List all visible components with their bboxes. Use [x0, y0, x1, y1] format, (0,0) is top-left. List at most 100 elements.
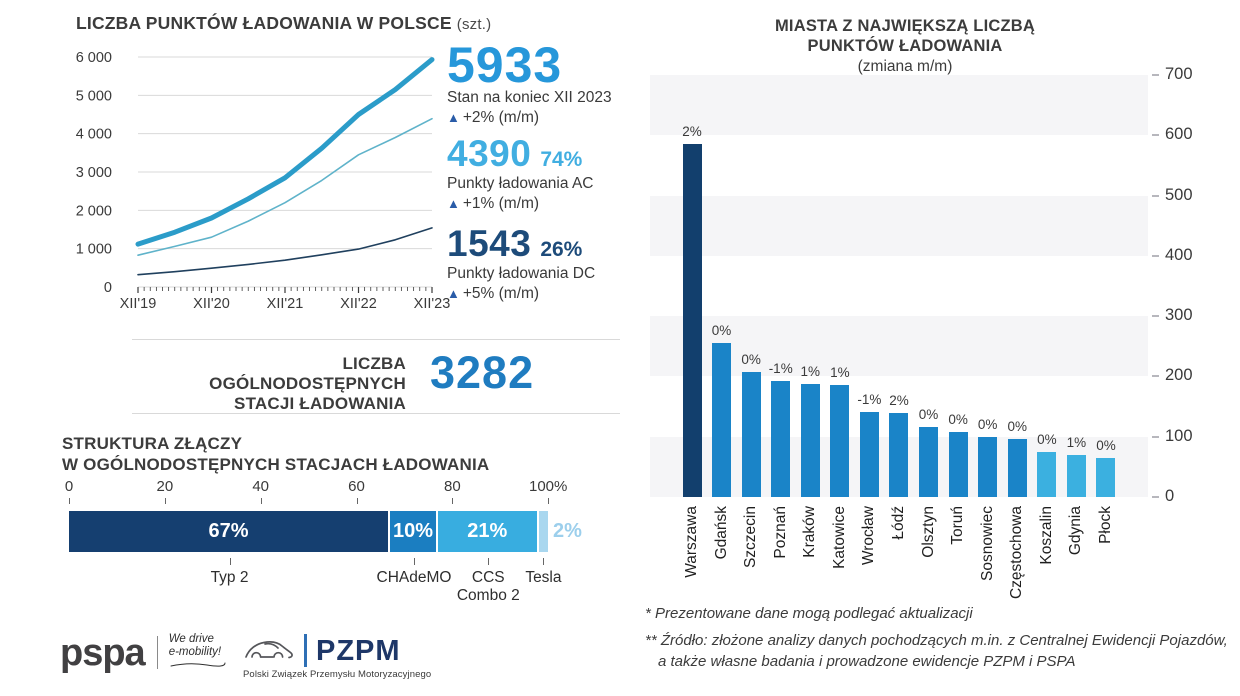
line-series: [137, 227, 433, 276]
pzpm-wordmark: PZPM: [316, 634, 401, 667]
cities-bar-chart: 0 100 200 300 400 500 600 700 2% Warszawa 0% Gdańsk…: [650, 65, 1193, 599]
line-chart-title: LICZBA PUNKTÓW ŁADOWANIA W POLSCE (szt.): [76, 13, 491, 34]
bar-toruń: [948, 431, 968, 497]
bar-change-label: 0%: [1037, 432, 1057, 448]
y-axis-tick: [1152, 315, 1159, 318]
pspa-tagline-line1: We drive: [168, 633, 214, 645]
total-points-value: 5933: [447, 37, 563, 93]
y-axis-tick-label: 2 000: [76, 203, 112, 219]
stack-axis-tick: [452, 498, 454, 504]
dc-points-share: 26%: [540, 238, 583, 261]
bar-change-label: 0%: [948, 411, 968, 427]
y-axis-tick: [1152, 74, 1159, 76]
footnote-2-line1: ** Źródło: złożone analizy danych pochod…: [645, 632, 1228, 649]
y-axis-tick-label: 0: [104, 280, 112, 296]
bar-change-label: 1%: [1066, 434, 1087, 450]
connector-segment-ccs-combo-2: 21%: [437, 511, 537, 552]
stations-value: 3282: [430, 347, 535, 398]
divider-bottom: [132, 413, 620, 414]
y-axis-tick-label: 0: [1165, 487, 1175, 505]
line-chart-title-unit: (szt.): [456, 16, 492, 33]
city-label-poznań: Poznań: [771, 506, 789, 559]
y-axis-tick-label: 500: [1165, 185, 1193, 204]
y-axis-tick: [1152, 134, 1159, 137]
bar-change-label: -1%: [768, 360, 793, 376]
bar-częstochowa: [1007, 438, 1027, 497]
footnotes: * Prezentowane dane mogą podlegać aktual…: [645, 603, 1235, 672]
y-axis-tick: [1152, 496, 1159, 498]
line-series: [135, 57, 435, 247]
segment-label: Tesla: [525, 569, 562, 586]
bar-warszawa: [682, 144, 702, 497]
total-points-caption: Stan na koniec XII 2023: [447, 89, 612, 106]
bar-change-label: 0%: [1096, 437, 1116, 453]
stripe-band: [650, 195, 1148, 256]
bar-change-label: 2%: [889, 393, 909, 409]
y-axis-tick-label: 700: [1165, 65, 1193, 83]
dc-points-change: ▲ +5% (m/m): [447, 285, 642, 303]
pzpm-logo-divider: [304, 634, 307, 667]
stripe-band: [650, 316, 1148, 377]
stations-label: LICZBA OGÓLNODOSTĘPNYCH STACJI ŁADOWANIA: [174, 354, 406, 414]
city-label-płock: Płock: [1096, 506, 1114, 544]
bar-szczecin: [741, 372, 761, 497]
connector-segment-typ-2: 67%: [69, 511, 389, 552]
city-label-koszalin: Koszalin: [1037, 506, 1055, 565]
bar-change-label: 0%: [1007, 418, 1028, 434]
bar-poznań: [771, 380, 791, 497]
line-chart-title-text: LICZBA PUNKTÓW ŁADOWANIA W POLSCE: [76, 13, 452, 33]
stack-axis-label: 0: [64, 478, 74, 495]
city-chart-subtitle: (zmiana m/m): [857, 58, 953, 75]
segment-tick: [543, 558, 545, 565]
y-axis-tick-label: 200: [1165, 366, 1193, 385]
stack-axis-tick: [548, 498, 550, 504]
stack-axis-tick: [164, 498, 166, 504]
up-arrow-icon: ▲: [447, 286, 460, 301]
bar-change-label: 1%: [830, 364, 850, 380]
connector-segment-chademo: 10%: [390, 511, 436, 552]
segment-tick: [488, 558, 490, 565]
x-axis-tick-label: XII'19: [120, 296, 157, 312]
x-axis-tick-label: XII'22: [340, 296, 377, 312]
bar-change-label: 0%: [977, 416, 998, 432]
city-label-gdańsk: Gdańsk: [712, 506, 730, 560]
connector-segment-tesla-label: 2%: [553, 520, 582, 542]
pzpm-subtitle: Polski Związek Przemysłu Motoryzacyjnego: [243, 669, 432, 680]
city-label-wrocław: Wrocław: [860, 506, 878, 566]
stack-axis-label: 40: [252, 478, 270, 495]
city-label-kraków: Kraków: [801, 506, 819, 558]
city-label-łódź: Łódź: [889, 506, 907, 540]
pspa-logo-divider: [156, 636, 158, 669]
bar-change-label: 0%: [711, 323, 732, 339]
pspa-wordmark: pspa: [60, 631, 146, 674]
car-sketch-icon: [245, 640, 293, 658]
structure-title: STRUKTURA ZŁĄCZY W OGÓLNODOSTĘPNYCH STAC…: [62, 433, 489, 475]
y-axis-tick-label: 3 000: [76, 165, 112, 181]
segment-label: CCS Combo 2: [456, 569, 520, 604]
city-label-katowice: Katowice: [830, 506, 848, 569]
city-label-toruń: Toruń: [949, 506, 967, 545]
ac-points-caption: Punkty ładowania AC: [447, 175, 594, 192]
bar-change-label: 0%: [918, 407, 939, 423]
footnote-2-line2: a także własne badania i prowadzone ewid…: [658, 653, 1076, 670]
pzpm-logo: PZPM: [243, 634, 401, 667]
up-arrow-icon: ▲: [447, 110, 460, 125]
stack-axis-label: 80: [444, 478, 461, 495]
stats-panel: 5933 Stan na koniec XII 2023 ▲ +2% (m/m) …: [447, 37, 642, 303]
stack-axis-label: 60: [348, 478, 365, 495]
pspa-swoosh-icon: [170, 662, 226, 667]
charging-points-line-chart: 0 1 000 2 000 3 000 4 000 5 000 6 000 XII'19 XII…: [76, 50, 450, 312]
city-chart-title: MIASTA Z NAJWIĘKSZĄ LICZBĄ PUNKTÓW ŁADOW…: [700, 16, 1110, 77]
bar-change-label: -1%: [857, 391, 882, 407]
ac-points-share: 74%: [540, 148, 583, 171]
y-axis-tick-label: 400: [1165, 245, 1193, 264]
dc-points-caption: Punkty ładowania DC: [447, 265, 596, 282]
bar-wrocław: [859, 411, 879, 497]
x-axis-tick-label: XII'23: [414, 296, 450, 312]
stack-axis-label: 100%: [529, 478, 568, 495]
total-points-change: ▲ +2% (m/m): [447, 109, 642, 127]
y-axis-tick-label: 1 000: [76, 242, 112, 258]
pspa-logo: pspa We drive e-mobility!: [60, 633, 227, 672]
segment-tick: [414, 558, 416, 565]
y-axis-tick: [1152, 194, 1159, 197]
